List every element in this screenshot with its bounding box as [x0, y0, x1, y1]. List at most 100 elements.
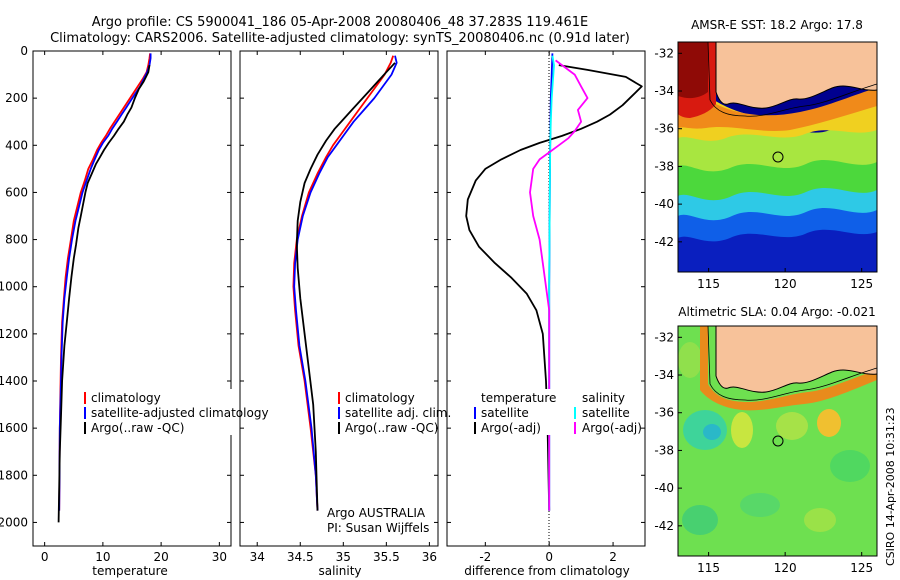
map-ytick-label: -40 — [654, 197, 674, 211]
sst-map-frame — [677, 41, 878, 273]
map-ytick-label: -36 — [654, 122, 674, 136]
depth-tick-label: 0 — [20, 44, 28, 58]
legend-label-sal-satellite: satellite adj. clim. — [345, 406, 451, 420]
salinity-xtick-label: 34 — [250, 550, 265, 564]
salinity-xtick-label: 36 — [422, 550, 437, 564]
salinity-ticks: 34 34.5 35 35.5 36 — [240, 50, 438, 564]
sst-float-marker — [772, 151, 784, 163]
salinity-xtick-label: 35 — [336, 550, 351, 564]
difference-xtick-label: -2 — [479, 550, 491, 564]
temperature-panel: 0 10 20 30 temperature climatology satellit… — [32, 50, 269, 578]
salinity-legend-bg — [330, 389, 436, 435]
sla-patch-6 — [830, 450, 870, 482]
salinity-series-2-line — [293, 55, 398, 511]
legend-label-satellite-adjusted: satellite-adjusted climatology — [91, 406, 269, 420]
sla-map-title: Altimetric SLA: 0.04 Argo: -0.021 — [678, 305, 875, 319]
annotation-pi: PI: Susan Wijffels — [327, 521, 429, 535]
annotation-argo-australia: Argo AUSTRALIA — [327, 506, 426, 520]
depth-tick-label: 1400 — [0, 374, 28, 388]
map-xtick-label: 120 — [774, 277, 797, 291]
sla-patch-9 — [804, 508, 836, 532]
map-xtick-label: 120 — [774, 561, 797, 575]
legend-label-sal-argo: Argo(..raw -QC) — [345, 421, 438, 435]
difference-series-2-line — [465, 64, 643, 511]
sla-patch-4 — [776, 412, 808, 440]
map-ytick-label: -34 — [654, 84, 674, 98]
depth-tick-label: 1200 — [0, 327, 28, 341]
header-line-2: Climatology: CARS2006. Satellite-adjuste… — [50, 31, 630, 46]
map-ytick-label: -38 — [654, 443, 674, 457]
temperature-xtick-label: 0 — [41, 550, 49, 564]
temperature-ticks: 0 10 20 30 — [33, 50, 231, 564]
map-ytick-label: -36 — [654, 406, 674, 420]
sst-map-ticks: 115 120 125 -32 -34 -36 -38 -40 -42 — [654, 46, 873, 291]
legend-label-temp-satellite: satellite — [481, 406, 529, 420]
legend-label-climatology: climatology — [91, 391, 161, 405]
sla-patch-2 — [703, 424, 721, 440]
legend-label-sal-satellite-diff: satellite — [582, 406, 630, 420]
sla-map — [677, 325, 878, 557]
map-ytick-label: -38 — [654, 159, 674, 173]
salinity-xtick-label: 35.5 — [373, 550, 400, 564]
temperature-series-1-line — [58, 53, 151, 511]
sla-map-ticks: 115 120 125 -32 -34 -36 -38 -40 -42 — [654, 330, 873, 575]
salinity-xlabel: salinity — [318, 564, 361, 578]
sla-float-marker — [772, 435, 784, 447]
depth-tick-label: 1000 — [0, 280, 28, 294]
temperature-xlabel: temperature — [92, 564, 167, 578]
salinity-xtick-label: 34.5 — [287, 550, 314, 564]
map-ytick-label: -40 — [654, 481, 674, 495]
difference-panel: -2 0 2 difference from climatology tempera… — [446, 50, 646, 578]
map-xtick-label: 125 — [850, 561, 873, 575]
difference-plot-frame — [446, 50, 646, 547]
sst-map-title: AMSR-E SST: 18.2 Argo: 17.8 — [691, 18, 863, 32]
depth-tick-label: 600 — [5, 185, 28, 199]
temperature-legend: climatology satellite-adjusted climatolo… — [73, 389, 269, 435]
depth-tick-label: 400 — [5, 138, 28, 152]
sla-map-frame — [677, 325, 878, 557]
map-xtick-label: 115 — [697, 277, 720, 291]
temperature-series-2-line — [58, 53, 152, 511]
sla-land — [716, 326, 877, 393]
legend-label-temp-argo: Argo(-adj) — [481, 421, 541, 435]
difference-series-4-line — [529, 59, 589, 511]
map-xtick-label: 115 — [697, 561, 720, 575]
depth-tick-label: 800 — [5, 233, 28, 247]
legend-header-salinity: salinity — [582, 391, 625, 405]
temperature-xtick-label: 30 — [212, 550, 227, 564]
difference-xlabel: difference from climatology — [464, 564, 630, 578]
temperature-xtick-label: 20 — [153, 550, 168, 564]
map-xtick-label: 125 — [850, 277, 873, 291]
legend-header-temperature: temperature — [481, 391, 556, 405]
difference-legend: temperature satellite Argo(-adj) salinit… — [470, 389, 642, 435]
difference-xtick-label: 2 — [609, 550, 617, 564]
map-ytick-label: -42 — [654, 519, 674, 533]
sla-patch-3 — [731, 412, 753, 448]
sst-band-orange — [678, 70, 877, 131]
sla-patch-10 — [678, 342, 702, 378]
sst-land — [716, 42, 877, 109]
salinity-plot-frame — [239, 50, 439, 547]
map-ytick-label: -32 — [654, 46, 674, 60]
sla-patch-5 — [817, 409, 841, 437]
difference-ticks: -2 0 2 — [447, 50, 645, 564]
sla-patch-7 — [682, 505, 718, 535]
sst-shelf-contour — [707, 41, 878, 117]
depth-tick-label: 200 — [5, 91, 28, 105]
salinity-series-1-line — [292, 55, 395, 511]
temperature-series-3-line — [57, 64, 151, 523]
temperature-plot-frame — [32, 50, 232, 547]
header-line-1: Argo profile: CS 5900041_186 05-Apr-2008… — [92, 15, 588, 30]
legend-label-sal-argo-diff: Argo(-adj) — [582, 421, 642, 435]
temperature-xtick-label: 10 — [95, 550, 110, 564]
depth-tick-label: 2000 — [0, 515, 28, 529]
map-ytick-label: -42 — [654, 235, 674, 249]
salinity-lines — [292, 55, 398, 511]
depth-axis-labels: 0 200 400 600 800 1000 1200 1400 1600 1800 2000 — [0, 44, 28, 529]
depth-tick-label: 1800 — [0, 468, 28, 482]
salinity-series-3-line — [295, 62, 396, 511]
csiro-timestamp: CSIRO 14-Apr-2008 10:31:23 — [884, 407, 897, 566]
difference-xtick-label: 0 — [545, 550, 553, 564]
sla-shelf-band — [700, 326, 877, 411]
